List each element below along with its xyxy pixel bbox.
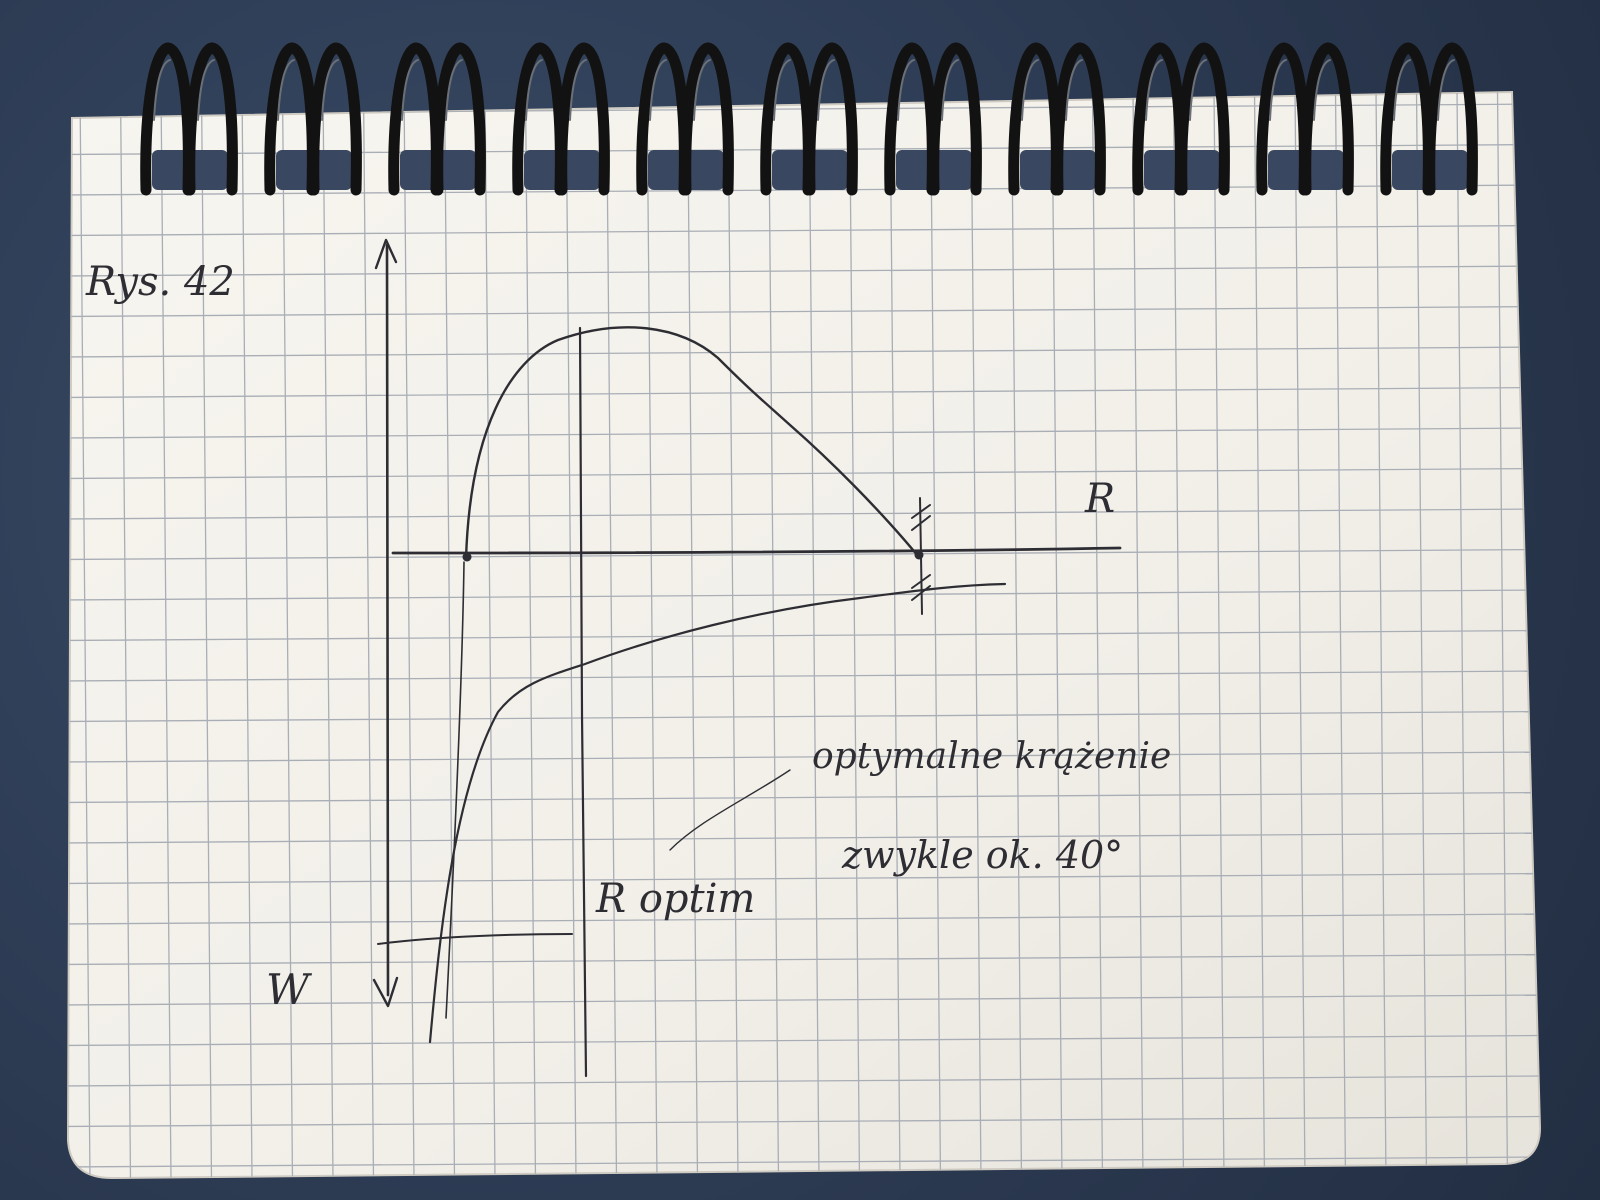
r-axis-label: R — [1084, 476, 1115, 522]
grid-line-vertical — [484, 92, 496, 1178]
grid-line-vertical — [565, 92, 577, 1178]
grid-line-vertical — [160, 92, 172, 1178]
grid-line-horizontal — [68, 710, 1540, 723]
grid-line-horizontal — [68, 224, 1540, 237]
grid-line-horizontal — [68, 1156, 1540, 1168]
grid-line-vertical — [241, 92, 253, 1178]
grid-line-vertical — [1496, 92, 1509, 1178]
spiral-ring-icon — [388, 42, 486, 196]
annotation-line-2: zwykle ok. 40° — [841, 833, 1123, 877]
grid-line-horizontal — [68, 953, 1540, 966]
grid-line-vertical — [1253, 92, 1266, 1178]
spiral-ring-icon — [636, 42, 734, 196]
spiral-ring-icon — [1132, 42, 1230, 196]
grid-line-horizontal — [68, 872, 1540, 885]
grid-line-vertical — [1294, 92, 1306, 1178]
horizontal-r-axis — [391, 546, 1122, 555]
grid-line-vertical — [119, 92, 132, 1178]
annotation-leader — [669, 769, 791, 851]
grid-line-vertical — [1375, 92, 1387, 1178]
grid-line-horizontal — [68, 751, 1540, 763]
left-root-point — [462, 552, 472, 562]
figure-ref-label: Rys. 42 — [85, 259, 235, 305]
upper-curve — [464, 326, 920, 561]
grid-line-vertical — [79, 92, 91, 1178]
grid-line-horizontal — [68, 305, 1540, 318]
grid-line-vertical — [281, 92, 294, 1178]
grid-line-horizontal — [68, 670, 1540, 682]
grid-line-horizontal — [68, 548, 1540, 561]
grid-line-horizontal — [68, 589, 1540, 601]
grid-line-horizontal — [68, 467, 1540, 480]
left-drop-line — [445, 561, 465, 1019]
grid-line-vertical — [1415, 92, 1428, 1178]
grid-line-vertical — [1537, 92, 1540, 1178]
arrow-up-icon — [374, 238, 398, 270]
grid-line-horizontal — [68, 1075, 1540, 1087]
right-root-point — [914, 550, 924, 560]
grid-line-horizontal — [68, 265, 1540, 277]
w-level-line — [377, 933, 573, 945]
grid-line-horizontal — [68, 1034, 1540, 1047]
spiral-ring-icon — [1380, 42, 1478, 196]
grid-line-vertical — [322, 92, 334, 1178]
spiral-ring-icon — [512, 42, 610, 196]
spiral-ring-icon — [884, 42, 982, 196]
grid-line-horizontal — [68, 427, 1540, 439]
grid-line-horizontal — [68, 913, 1540, 925]
grid-line-horizontal — [68, 346, 1540, 358]
grid-line-vertical — [524, 92, 537, 1178]
grid-line-vertical — [1456, 92, 1468, 1178]
grid-line-horizontal — [68, 508, 1540, 520]
grid-line-horizontal — [68, 832, 1540, 844]
grid-line-vertical — [443, 92, 456, 1178]
arrow-down-icon — [372, 976, 399, 1008]
grid-line-vertical — [1334, 92, 1347, 1178]
break-mark-upper — [911, 504, 931, 531]
annotation-line-1: optymalne krążenie — [812, 736, 1171, 777]
grid-line-vertical — [403, 92, 415, 1178]
grid-line-horizontal — [68, 629, 1540, 642]
grid-line-vertical — [1213, 92, 1225, 1178]
r-optim-line — [578, 326, 588, 1078]
vertical-axis — [385, 243, 390, 997]
grid-line-vertical — [362, 92, 375, 1178]
r-optim-label: R optim — [595, 876, 755, 922]
spiral-ring-icon — [264, 42, 362, 196]
spiral-ring-icon — [760, 42, 858, 196]
break-mark-lower — [911, 574, 931, 601]
w-axis-label: W — [266, 965, 313, 1014]
grid-line-horizontal — [68, 386, 1540, 399]
notebook-page — [66, 90, 1542, 1180]
grid-line-horizontal — [68, 791, 1540, 804]
hand-drawn-diagram — [372, 238, 1122, 1078]
spiral-ring-icon — [1256, 42, 1354, 196]
spiral-ring-icon — [1008, 42, 1106, 196]
spiral-binding — [140, 42, 1478, 196]
grid-line-vertical — [200, 92, 213, 1178]
grid-line-horizontal — [68, 1115, 1540, 1128]
spiral-ring-icon — [140, 42, 238, 196]
grid-line-vertical — [1172, 92, 1185, 1178]
grid-line-horizontal — [68, 994, 1540, 1006]
